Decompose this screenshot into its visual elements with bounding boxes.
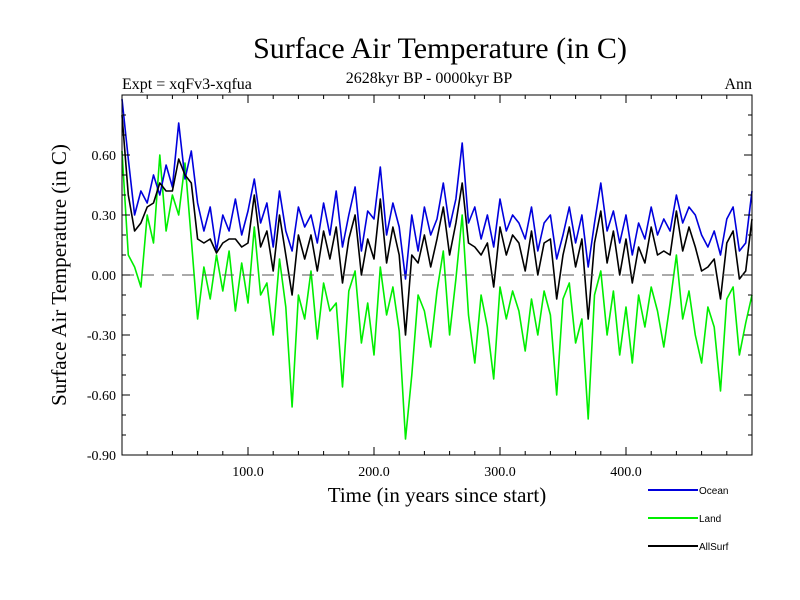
season-label: Ann bbox=[724, 76, 752, 93]
plot-frame bbox=[121, 94, 753, 456]
chart-subtitle: 2628kyr BP - 0000kyr BP bbox=[346, 70, 513, 87]
series-line-allsurf bbox=[121, 114, 753, 336]
axis-ticks: 0.60 0.30 0.00 -0.30 -0.60 -0.90 100.0 200.0 300… bbox=[87, 94, 752, 480]
chart-title: Surface Air Temperature (in C) bbox=[253, 32, 627, 65]
y-tick-label: 0.30 bbox=[92, 209, 117, 224]
legend-label-ocean: Ocean bbox=[699, 486, 728, 497]
legend-label-land: Land bbox=[699, 514, 721, 525]
y-tick-label: 0.00 bbox=[92, 269, 117, 284]
y-tick-label: -0.30 bbox=[87, 329, 116, 344]
legend: Ocean Land AllSurf bbox=[648, 486, 729, 553]
y-tick-label: 0.60 bbox=[92, 149, 117, 164]
plot-lines bbox=[121, 98, 753, 440]
experiment-label: Expt = xqFv3-xqfua bbox=[122, 76, 252, 93]
legend-label-allsurf: AllSurf bbox=[699, 542, 729, 553]
x-tick-label: 200.0 bbox=[358, 465, 390, 480]
series-line-ocean bbox=[121, 98, 753, 280]
y-axis-label: Surface Air Temperature (in C) bbox=[47, 144, 71, 406]
x-tick-label: 100.0 bbox=[232, 465, 264, 480]
x-axis-label: Time (in years since start) bbox=[328, 483, 547, 507]
y-tick-label: -0.60 bbox=[87, 389, 116, 404]
series-line-land bbox=[121, 150, 753, 440]
y-tick-label: -0.90 bbox=[87, 449, 116, 464]
x-tick-label: 400.0 bbox=[610, 465, 642, 480]
x-tick-label: 300.0 bbox=[484, 465, 516, 480]
